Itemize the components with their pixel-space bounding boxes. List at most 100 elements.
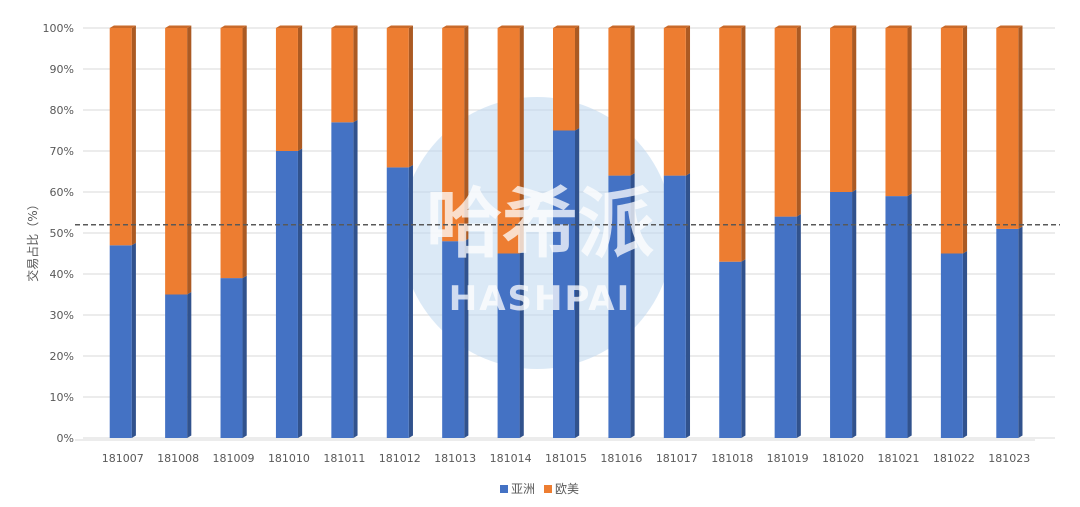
bar-asia [109,245,132,438]
x-tick-label: 181022 [933,452,975,465]
watermark-circle [401,97,673,369]
bar-top-euam [830,25,857,28]
bar-side-asia [630,173,635,438]
bar-top-euam [442,25,469,28]
y-tick-label: 20% [50,350,74,363]
x-tick-label: 181011 [323,452,365,465]
legend-swatch-asia [500,485,508,493]
bar-top-euam [165,25,192,28]
bar-top-euam [386,25,413,28]
bar-asia [774,216,797,438]
bar-top-euam [109,25,136,28]
bar-side-asia [685,173,691,438]
bar-top-euam [553,25,580,28]
watermark-en: HASHPAI [449,279,631,319]
bar-side-asia [907,193,912,438]
y-tick-label: 100% [43,22,74,35]
bar-asia [497,253,520,438]
x-tick-label: 181016 [600,452,642,465]
bar-euam [497,28,520,254]
x-tick-label: 181015 [545,452,587,465]
x-tick-label: 181007 [102,452,144,465]
x-tick-label: 181009 [213,452,255,465]
y-tick-label: 50% [50,227,74,240]
x-tick-label: 181017 [656,452,698,465]
bar-side-euam [907,25,912,197]
bar-side-euam [852,25,857,192]
x-tick-label: 181014 [490,452,532,465]
bar-asia [996,228,1019,438]
bar-euam [774,28,797,217]
bar-side-asia [796,214,801,438]
watermark-cn: 哈希派 [426,179,654,268]
x-tick-label: 181018 [711,452,753,465]
x-tick-label: 181010 [268,452,310,465]
bar-top-euam [940,25,968,28]
bar-side-asia [242,275,247,438]
bar-side-asia [852,189,857,438]
bar-side-asia [962,251,968,438]
y-tick-label: 40% [50,268,74,281]
y-axis-title: 交易占比（%） [25,198,40,281]
bars [109,25,1023,439]
legend-label-euam: 欧美 [555,482,579,496]
bar-side-euam [1018,25,1023,229]
bar-top-euam [885,25,912,28]
bar-euam [109,28,132,246]
bar-asia [885,196,908,438]
bar-euam [719,28,742,262]
bar-side-asia [187,292,192,438]
bar-side-asia [464,238,469,438]
bar-side-asia [1018,226,1023,438]
bar-top-euam [275,25,303,28]
bar-side-asia [519,251,524,438]
bar-side-euam [353,25,358,123]
bar-side-asia [741,259,746,438]
bar-top-euam [719,25,746,28]
bar-top-euam [220,25,247,28]
bar-side-euam [796,25,801,217]
watermark [401,97,673,369]
bar-side-asia [131,242,136,438]
bar-euam [553,28,575,131]
bar-side-euam [630,25,635,176]
bar-top-euam [608,25,635,28]
bar-side-asia [297,148,303,439]
x-tick-label: 181008 [157,452,199,465]
bar-euam [940,28,963,254]
bar-top-euam [663,25,691,28]
y-tick-label: 10% [50,391,74,404]
bar-euam [331,28,354,123]
bar-asia [220,278,243,438]
watermark-text: 哈希派 HASHPAI [426,179,654,319]
bar-side-euam [519,25,524,254]
legend: 亚洲 欧美 [500,482,579,496]
bar-asia [331,122,354,439]
bar-euam [608,28,631,176]
bar-euam [386,28,409,168]
bar-asia [553,130,575,438]
bar-side-euam [131,25,136,246]
legend-label-asia: 亚洲 [511,482,535,496]
y-tick-label: 90% [50,63,74,76]
bar-euam [165,28,188,295]
bar-side-euam [242,25,247,279]
bar-top-euam [774,25,801,28]
bar-side-euam [408,25,413,168]
bar-side-euam [685,25,691,176]
bar-top-euam [996,25,1023,28]
x-tick-label: 181019 [767,452,809,465]
bar-asia [386,167,409,438]
bar-side-euam [297,25,303,151]
x-tick-label: 181023 [988,452,1030,465]
x-tick-label: 181013 [434,452,476,465]
x-tick-label: 181021 [877,452,919,465]
y-tick-label: 60% [50,186,74,199]
bar-side-euam [187,25,192,295]
y-tick-label: 80% [50,104,74,117]
bar-side-asia [408,164,413,438]
bar-side-asia [353,119,358,438]
bar-asia [275,151,298,438]
bar-asia [940,253,963,438]
